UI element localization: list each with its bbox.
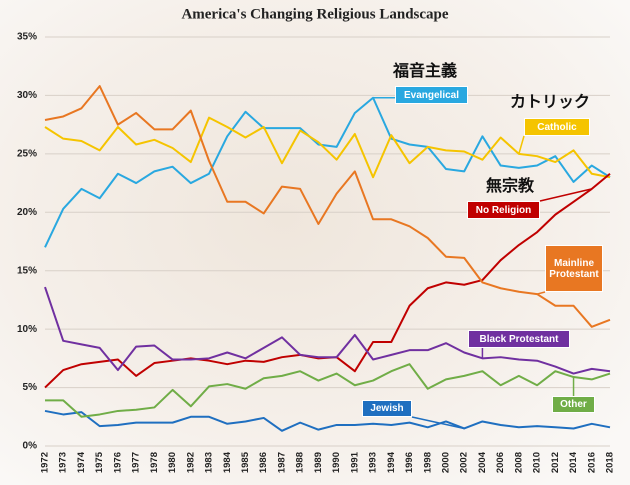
x-tick-label: 2004	[477, 451, 488, 473]
callout-pointer	[411, 416, 465, 430]
x-tick-label: 1994	[386, 451, 397, 473]
x-tick-label: 1984	[222, 451, 233, 473]
x-tick-label: 1986	[258, 452, 269, 473]
x-tick-label: 2012	[550, 452, 561, 473]
legend-entry: Evangelical	[395, 86, 468, 104]
x-tick-label: 1975	[94, 451, 105, 473]
legend-label: Catholic	[524, 118, 590, 136]
x-tick-label: 1983	[204, 452, 215, 473]
legend-label: No Religion	[467, 201, 540, 219]
y-tick-label: 20%	[17, 207, 37, 218]
x-tick-label: 2006	[495, 452, 506, 473]
x-tick-label: 1993	[368, 452, 379, 473]
x-tick-label: 1985	[240, 451, 251, 473]
x-tick-label: 1998	[422, 452, 433, 473]
legend-label: Other	[552, 396, 595, 413]
legend-entry: Mainline Protestant	[545, 245, 603, 292]
series-line	[44, 85, 611, 328]
series-line	[44, 409, 611, 432]
legend-label: Mainline Protestant	[545, 245, 603, 292]
x-tick-label: 1972	[40, 452, 51, 473]
legend-entry: Other	[552, 396, 595, 413]
y-tick-label: 0%	[23, 441, 38, 452]
x-tick-label: 2014	[568, 451, 579, 473]
legend-label: Jewish	[362, 400, 412, 417]
legend-label: Black Protestant	[468, 330, 570, 348]
callout-pointer	[539, 188, 592, 202]
x-tick-label: 2002	[459, 452, 470, 473]
x-tick-label: 1973	[58, 452, 69, 473]
legend-entry: Jewish	[362, 400, 412, 417]
x-tick-label: 1980	[167, 452, 178, 473]
chart-title: America's Changing Religious Landscape	[181, 6, 448, 22]
legend-label: Evangelical	[395, 86, 468, 104]
x-tick-label: 2016	[586, 452, 597, 473]
callout-pointer	[536, 291, 546, 295]
series-line	[44, 96, 611, 248]
annotation: 無宗教	[486, 176, 535, 195]
y-tick-label: 30%	[17, 90, 37, 101]
legend-entry: No Religion	[467, 201, 540, 219]
callout-pointer	[518, 135, 525, 155]
x-tick-label: 1974	[76, 451, 87, 473]
legend-entry: Black Protestant	[468, 330, 570, 348]
x-tick-label: 2008	[513, 452, 524, 473]
x-tick-label: 1977	[131, 452, 142, 473]
series-line	[44, 116, 611, 179]
x-tick-label: 1987	[276, 452, 287, 473]
x-tick-label: 1989	[313, 452, 324, 473]
x-tick-label: 1976	[112, 452, 123, 473]
x-tick-label: 1990	[331, 452, 342, 473]
annotation: カトリック	[510, 93, 590, 111]
x-tick-label: 2018	[605, 452, 616, 473]
y-tick-label: 35%	[17, 32, 37, 43]
x-tick-label: 2010	[532, 452, 543, 473]
y-tick-label: 10%	[17, 324, 37, 335]
x-tick-label: 2000	[440, 452, 451, 473]
y-tick-label: 15%	[17, 265, 37, 276]
series-line	[45, 363, 611, 418]
x-tick-label: 1982	[185, 452, 196, 473]
x-tick-label: 1978	[149, 452, 160, 473]
annotation: 福音主義	[392, 61, 457, 80]
series-line	[44, 286, 611, 375]
x-tick-label: 1991	[349, 451, 360, 473]
y-tick-label: 25%	[17, 148, 37, 159]
legend-entry: Catholic	[524, 118, 590, 136]
x-tick-label: 1988	[295, 452, 306, 473]
x-tick-label: 1996	[404, 452, 415, 473]
y-tick-label: 5%	[23, 382, 38, 393]
